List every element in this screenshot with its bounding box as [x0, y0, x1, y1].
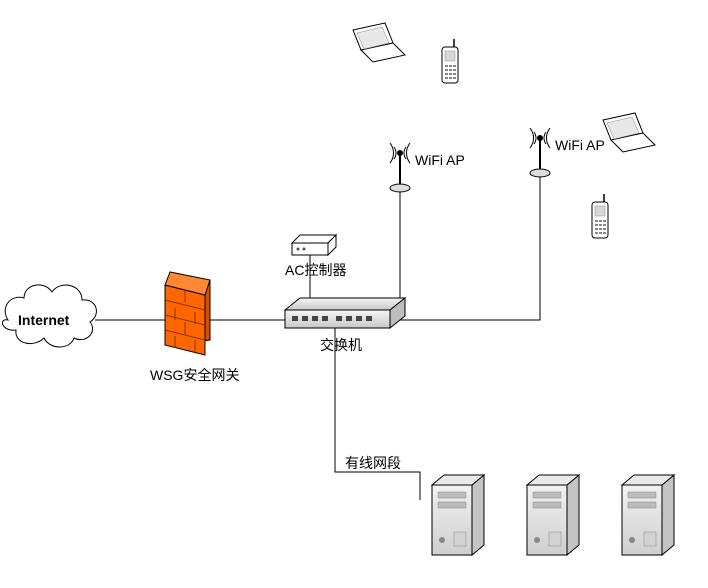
switch-icon — [285, 298, 405, 328]
server-3-icon — [622, 475, 674, 555]
phone-2-icon — [592, 194, 608, 238]
wifi-ap-2-label: WiFi AP — [555, 137, 605, 153]
ac-controller-icon — [292, 235, 336, 255]
server-1-icon — [432, 475, 484, 555]
wifi-ap-2-icon — [530, 128, 550, 177]
wifi-ap-1-label: WiFi AP — [415, 152, 465, 168]
firewall-icon — [165, 272, 210, 355]
network-diagram: Internet WSG安全网关 — [0, 0, 708, 588]
switch-label: 交换机 — [320, 337, 362, 353]
internet-label: Internet — [18, 312, 70, 328]
phone-1-icon — [442, 39, 458, 83]
edges — [95, 175, 540, 500]
edge-switch-wired — [335, 328, 420, 500]
wired-segment-label: 有线网段 — [345, 455, 401, 471]
gateway-label: WSG安全网关 — [150, 367, 239, 383]
server-2-icon — [527, 475, 579, 555]
ac-controller-label: AC控制器 — [285, 262, 346, 278]
laptop-1-icon — [353, 23, 405, 62]
wifi-ap-1-icon — [390, 143, 410, 192]
laptop-2-icon — [603, 113, 655, 152]
